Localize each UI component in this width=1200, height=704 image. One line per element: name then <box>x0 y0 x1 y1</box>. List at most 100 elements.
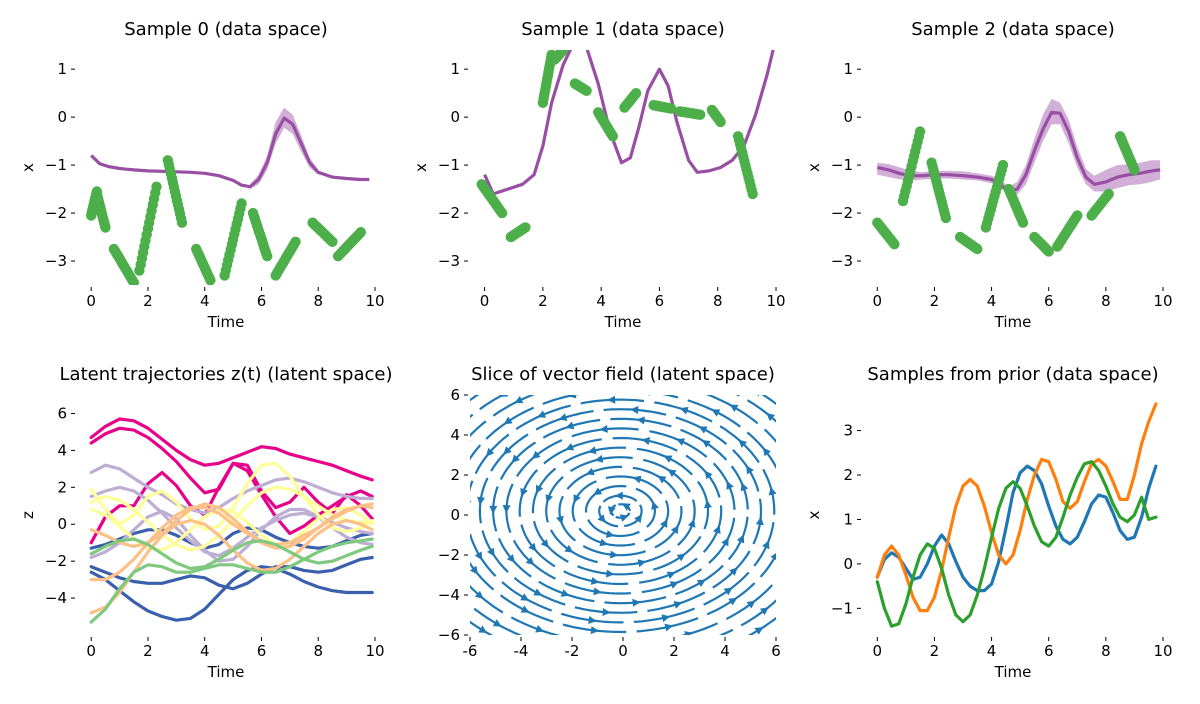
streamline <box>470 480 474 493</box>
streamline-arrow <box>520 488 528 497</box>
streamline-arrow <box>768 486 776 496</box>
streamline-arrow <box>780 445 788 454</box>
streamline-arrow <box>632 475 642 484</box>
streamline-arrow <box>630 406 639 414</box>
streamline <box>589 665 653 667</box>
x-tick-label: 2 <box>930 642 940 660</box>
mean-trajectory <box>483 50 775 196</box>
series-line <box>89 537 374 624</box>
streamline-arrow <box>661 614 671 623</box>
x-tick-label: -4 <box>514 642 529 660</box>
streamline <box>788 414 820 454</box>
x-tick-label: 0 <box>618 642 628 660</box>
streamline <box>533 640 593 653</box>
observation-point <box>128 277 139 285</box>
streamline <box>470 444 482 461</box>
plot-area <box>89 417 374 624</box>
streamline-arrow <box>607 395 616 404</box>
x-tick-label: 6 <box>257 292 267 310</box>
y-axis-label: x <box>805 163 823 172</box>
streamline-arrow <box>711 409 721 417</box>
streamline-arrow <box>503 416 513 425</box>
x-axis-label: Time <box>994 663 1032 681</box>
streamline-arrow <box>828 533 836 542</box>
streamline-arrow <box>520 605 530 613</box>
streamline <box>515 439 563 478</box>
streamline-arrow <box>470 565 479 575</box>
streamline-arrow <box>762 540 770 550</box>
observation-point <box>355 227 366 238</box>
observation-point <box>665 103 677 114</box>
series-line <box>89 461 374 545</box>
y-tick-label: −4 <box>45 589 67 607</box>
streamline-arrow <box>679 406 689 415</box>
streamline-arrow <box>721 537 729 547</box>
streamline <box>510 616 561 635</box>
streamline <box>470 584 504 614</box>
x-tick-label: 6 <box>655 292 665 310</box>
streamline-arrow <box>736 534 745 544</box>
observation-point <box>1103 188 1114 200</box>
streamline-arrow <box>588 616 597 624</box>
series-line <box>89 417 374 482</box>
x-tick-label: 0 <box>86 642 96 660</box>
streamline-arrow <box>470 464 471 466</box>
streamline-arrow <box>531 450 541 459</box>
streamline <box>705 395 759 425</box>
plot-area <box>875 402 1158 628</box>
x-tick-label: 8 <box>313 292 323 310</box>
streamline-arrow <box>757 395 760 397</box>
streamline-arrow <box>664 623 674 632</box>
streamline-arrow <box>660 519 668 528</box>
streamline <box>406 515 417 561</box>
streamline-arrow <box>594 454 604 463</box>
observation-point <box>1072 210 1083 221</box>
streamline-arrow <box>606 569 615 578</box>
streamline-arrow <box>687 519 696 528</box>
y-tick-label: −2 <box>45 552 67 570</box>
streamline-arrow <box>533 588 543 596</box>
streamline-arrow <box>610 550 619 559</box>
panel-title: Samples from prior (data space) <box>867 364 1158 385</box>
y-axis-label: x <box>19 163 37 172</box>
observation-point <box>914 126 926 137</box>
panel-title: Sample 0 (data space) <box>124 19 328 40</box>
streamline <box>642 458 691 493</box>
streamline-arrow <box>704 499 712 509</box>
streamline-arrow <box>803 429 811 438</box>
streamline <box>588 356 652 358</box>
panel-sample1: Sample 1 (data space)0 2 4 6 8 1010−1−2−3Time… <box>412 19 786 331</box>
x-tick-label: 0 <box>86 292 96 310</box>
streamline <box>479 395 506 411</box>
series-line <box>89 463 374 515</box>
y-tick-label: −3 <box>45 252 67 270</box>
streamline-arrow <box>590 626 599 635</box>
streamline-arrow <box>593 587 602 596</box>
streamline-arrow <box>669 581 679 589</box>
observation-point <box>496 207 508 219</box>
observation-point <box>972 243 983 255</box>
x-tick-label: 0 <box>873 642 883 660</box>
streamline-arrow <box>667 469 677 478</box>
x-tick-label: 6 <box>1044 292 1054 310</box>
y-tick-label: −2 <box>45 204 67 222</box>
series-line <box>875 460 1158 628</box>
x-tick-label: 8 <box>313 642 323 660</box>
streamline-arrow <box>691 654 700 662</box>
streamline-arrow <box>701 638 710 646</box>
panel-sample0: Sample 0 (data space)0 2 4 6 8 1010−1−2−3Time… <box>19 19 385 331</box>
streamline-arrow <box>621 503 631 511</box>
y-tick-label: −2 <box>438 204 460 222</box>
x-tick-label: 8 <box>1101 292 1111 310</box>
streamline-arrow <box>599 538 609 547</box>
y-tick-label: 0 <box>450 108 460 126</box>
streamline-arrow <box>567 395 577 399</box>
streamline-arrow <box>528 542 537 552</box>
streamline-arrow <box>759 607 769 616</box>
y-tick-label: −3 <box>438 252 460 270</box>
y-tick-label: −1 <box>438 156 460 174</box>
streamline-arrow <box>799 497 807 505</box>
streamline <box>438 469 448 516</box>
panel-title: Latent trajectories z(t) (latent space) <box>60 364 393 385</box>
observation-point <box>630 88 642 99</box>
